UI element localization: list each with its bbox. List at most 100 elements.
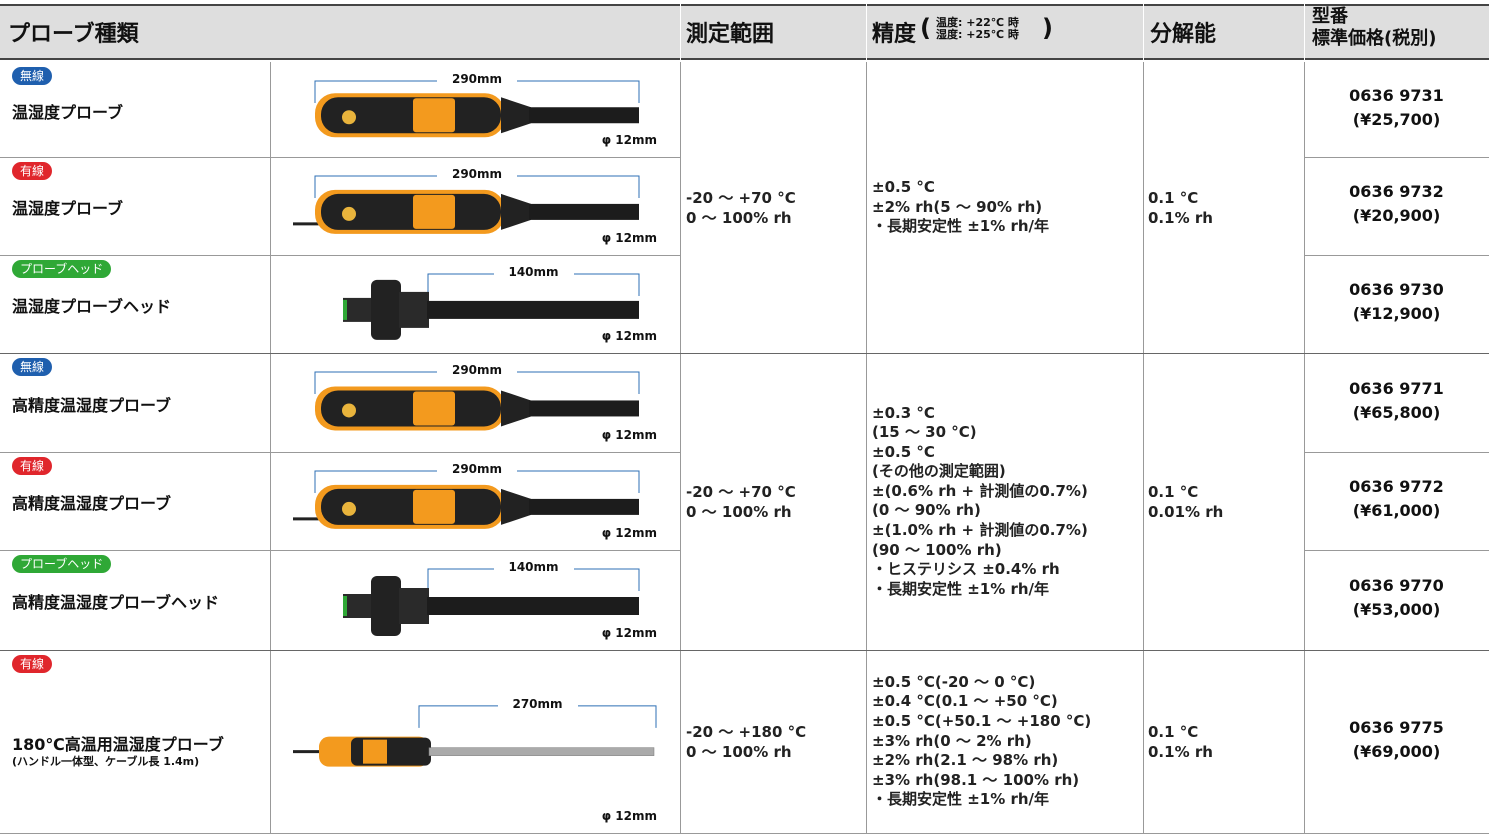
head-body (399, 291, 429, 328)
model: 0636 9731 (1349, 85, 1444, 105)
logo (342, 110, 356, 125)
accuracy-line: ・ヒステリシス ±0.4% rh (872, 560, 1060, 579)
accuracy-line: ±3% rh(0 ～ 2% rh) (872, 731, 1032, 750)
product-name: 高精度温湿度プローブ (12, 395, 172, 415)
probe-image (314, 80, 640, 138)
probe-length: 140mm (493, 560, 574, 574)
button (363, 739, 387, 764)
neck (501, 97, 531, 134)
accuracy-line: (90 ～ 100% rh) (872, 540, 1002, 559)
head-base (343, 297, 373, 322)
accuracy-line: ±(1.0% rh + 計測値の0.7%) (872, 521, 1088, 540)
logo (342, 403, 356, 418)
range-line: -20 ～ +180 °C (686, 722, 807, 741)
note-line: 温度: +22℃ 時 (936, 16, 1019, 29)
handle-core (321, 193, 501, 230)
accuracy-cell: ±0.5 °C(-20 ～ 0 °C) ±0.4 °C(0.1 ～ +50 °C)… (872, 673, 1091, 810)
price: (¥65,800) (1352, 402, 1441, 422)
row-border (1304, 452, 1489, 453)
model: 0636 9772 (1349, 477, 1444, 496)
logo (342, 206, 356, 221)
header-paren: ) (1042, 14, 1053, 42)
badge: プローブヘッド (12, 555, 112, 573)
column-border (1143, 62, 1144, 833)
probe-image (293, 470, 640, 529)
probe-tube (529, 400, 639, 417)
badge: 無線 (12, 67, 53, 85)
probe-image (293, 175, 640, 234)
accuracy-line: ±3% rh(98.1 ～ 100% rh) (872, 770, 1080, 789)
head-body (399, 588, 429, 624)
probe-tube (529, 107, 639, 124)
column-border (680, 4, 681, 60)
probe-tube (428, 747, 655, 756)
header-resolution: 分解能 (1150, 22, 1217, 47)
range-line: 0 ～ 100% rh (686, 208, 792, 227)
product-name: 高精度温湿度プローブヘッド (12, 593, 220, 612)
header-model: 型番 標準価格(税別) (1312, 6, 1436, 50)
range-line: -20 ～ +70 °C (686, 482, 796, 501)
accuracy-line: ・長期安定性 ±1% rh/年 (872, 217, 1050, 236)
handle-core (321, 488, 501, 525)
badge: 有線 (12, 655, 53, 673)
resolution-line: 0.1 °C (1148, 482, 1199, 501)
accuracy-line: (0 ～ 90% rh) (872, 501, 981, 520)
accuracy-line: ±0.5 °C (872, 178, 935, 197)
header-line: 標準価格(税別) (1312, 28, 1437, 49)
badge: 無線 (12, 358, 53, 376)
range-line: -20 ～ +70 °C (686, 188, 796, 207)
probe-tube (427, 597, 639, 615)
range-cell: -20 ～ +180 °C 0 ～ 100% rh (686, 722, 806, 762)
range-cell: -20 ～ +70 °C 0 ～ 100% rh (686, 482, 796, 522)
accuracy-line: ±2% rh(2.1 ～ 98% rh) (872, 751, 1059, 770)
model: 0636 9770 (1349, 576, 1444, 595)
probe-tube (427, 300, 639, 319)
header-bar (0, 4, 1489, 60)
neck (501, 488, 531, 525)
resolution-cell: 0.1 °C 0.1% rh (1148, 188, 1213, 228)
header-accuracy-note: 温度: +22℃ 時 湿度: +25℃ 時 (936, 17, 1019, 41)
seal (343, 596, 347, 616)
head-grip (371, 279, 401, 340)
badge: 有線 (12, 457, 53, 475)
probe-length: 140mm (493, 265, 574, 279)
group-border (0, 353, 1489, 354)
group-border (0, 650, 1489, 651)
probe-diameter: φ 12mm (601, 526, 657, 540)
resolution-line: 0.1 °C (1148, 722, 1199, 741)
resolution-cell: 0.1 °C 0.01% rh (1148, 482, 1223, 522)
price: (¥20,900) (1352, 206, 1441, 225)
product-name: 高精度温湿度プローブ (12, 494, 172, 513)
note-line: 湿度: +25℃ 時 (936, 28, 1019, 41)
bottom-border (0, 833, 1489, 834)
resolution-line: 0.1% rh (1148, 742, 1213, 761)
probe-length: 290mm (437, 167, 517, 181)
badge: プローブヘッド (12, 260, 112, 278)
column-border (1304, 4, 1305, 60)
column-border (1143, 4, 1144, 60)
handle-core (321, 97, 501, 134)
range-line: 0 ～ 100% rh (686, 742, 792, 761)
resolution-line: 0.01% rh (1148, 502, 1224, 521)
header-probe-type: プローブ種類 (8, 22, 139, 47)
price: (¥12,900) (1352, 304, 1441, 323)
row-border (1304, 255, 1489, 256)
probe-length: 270mm (497, 696, 578, 711)
probe-tube (529, 203, 639, 220)
product-note: (ハンドル一体型、ケーブル長 1.4m) (12, 754, 200, 768)
resolution-cell: 0.1 °C 0.1% rh (1148, 722, 1213, 762)
column-border (680, 62, 681, 833)
price: (¥61,000) (1352, 501, 1441, 520)
probe-diameter: φ 12mm (601, 428, 657, 442)
product-name: 温湿度プローブヘッド (12, 297, 172, 316)
handle-core (321, 390, 501, 427)
header-range: 測定範囲 (686, 22, 775, 47)
probe-length: 290mm (437, 363, 517, 377)
price: (¥53,000) (1352, 600, 1441, 619)
price: (¥25,700) (1352, 109, 1441, 129)
probe-diameter: φ 12mm (601, 809, 657, 823)
head-base (343, 594, 373, 618)
row-border (1304, 550, 1489, 551)
resolution-line: 0.1 °C (1148, 188, 1199, 207)
